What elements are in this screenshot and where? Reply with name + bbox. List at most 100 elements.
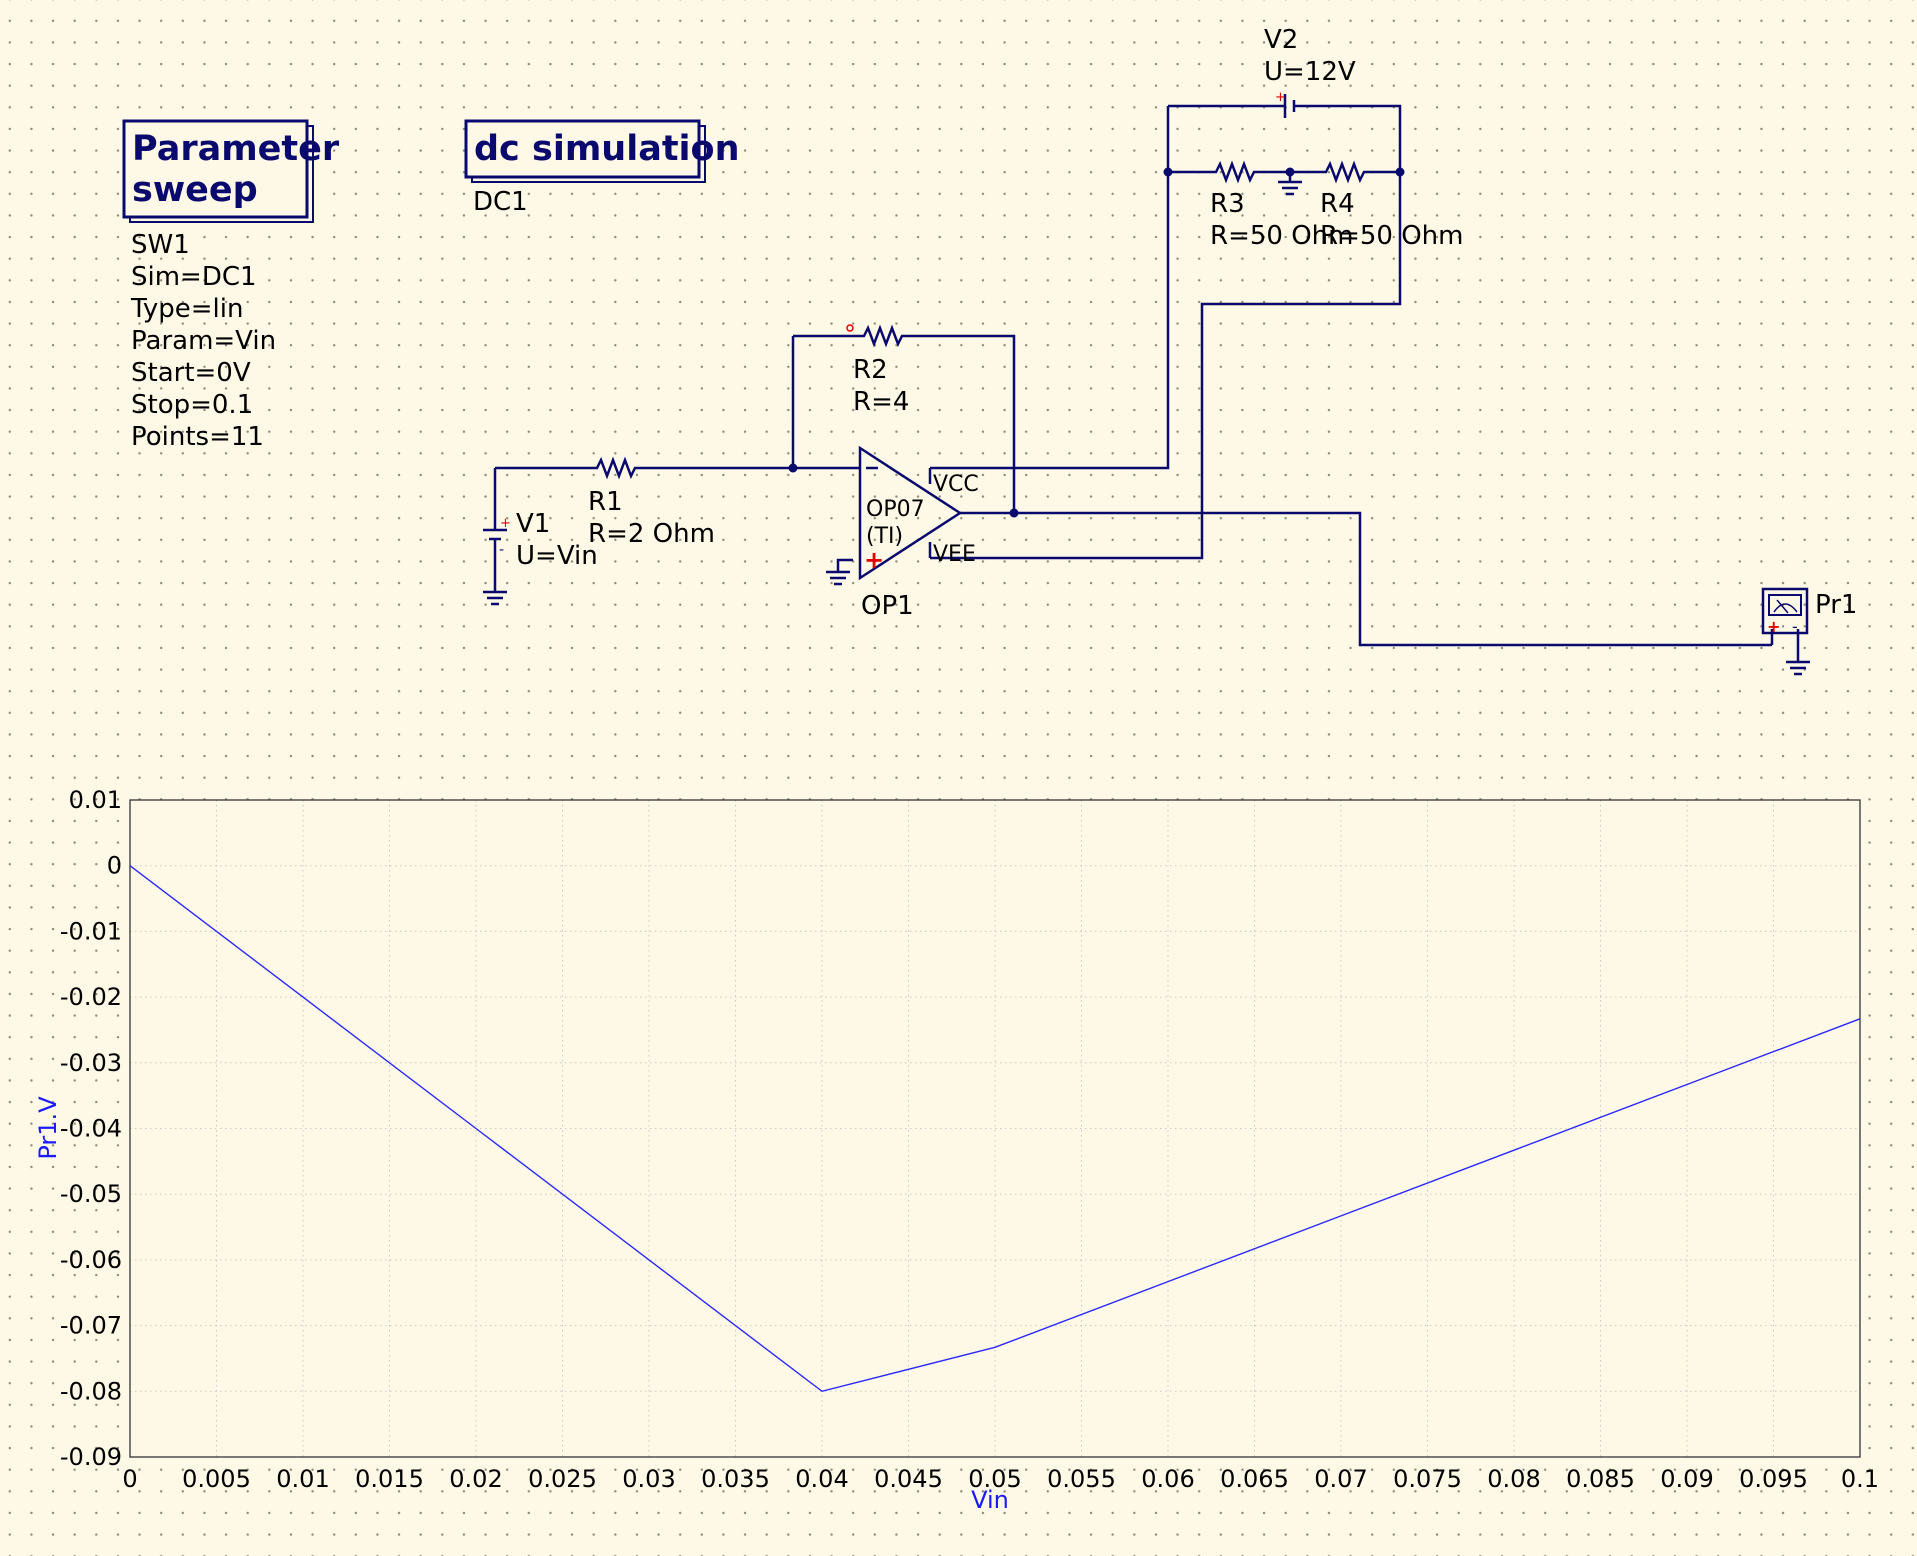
voltage-source-v1[interactable]: + - V1 U=Vin: [483, 502, 598, 582]
voltage-probe-pr1[interactable]: + - Pr1: [1761, 587, 1857, 636]
junction-dot: [788, 463, 798, 473]
dc-sweep-chart[interactable]: 0.01 0 -0.01 -0.02 -0.03 -0.04 -0.05 -0.06 -0.07…: [34, 786, 1879, 1514]
plus-icon: +: [1767, 617, 1780, 636]
x-tick-label: 0.05: [968, 1465, 1021, 1493]
y-axis-ticks: 0.01 0 -0.01 -0.02 -0.03 -0.04 -0.05 -0.06 -0.07…: [60, 786, 122, 1471]
resistor-r4[interactable]: R4 R=50 Ohm: [1312, 160, 1463, 251]
probe-name: Pr1: [1815, 590, 1857, 620]
y-tick-label: -0.03: [60, 1049, 122, 1077]
wire: [960, 511, 1772, 647]
minus-icon: -: [1792, 617, 1798, 636]
opamp-name: OP1: [861, 591, 914, 621]
v2-name: V2: [1264, 25, 1298, 55]
x-tick-label: 0.055: [1047, 1465, 1116, 1493]
x-axis-ticks: 0 0.005 0.01 0.015 0.02 0.025 0.03 0.035 0.04 0.0…: [122, 1465, 1879, 1493]
r1-value: R=2 Ohm: [588, 519, 715, 549]
x-tick-label: 0.085: [1566, 1465, 1635, 1493]
opamp-pin-vee: VEE: [933, 542, 976, 567]
junction-dot: [1395, 167, 1405, 177]
r4-name: R4: [1320, 189, 1355, 219]
r3-value: R=50 Ohm: [1210, 221, 1353, 251]
wire: [913, 334, 1016, 513]
sweep-prop: Param=Vin: [131, 326, 276, 356]
sweep-prop: Type=lin: [130, 294, 243, 324]
dc-simulation-component[interactable]: dc simulation DC1: [464, 119, 740, 217]
r4-zigzag: [1312, 160, 1366, 184]
x-tick-label: 0.08: [1487, 1465, 1540, 1493]
ground-symbol: [483, 582, 507, 606]
meter-arc: [1773, 603, 1798, 613]
sweep-box: [122, 119, 309, 219]
x-tick-label: 0.065: [1220, 1465, 1289, 1493]
ground-symbol: [826, 570, 850, 586]
ground-icon: [1278, 172, 1302, 196]
x-tick-label: 0.025: [528, 1465, 597, 1493]
r2-value: R=4: [853, 387, 909, 417]
opamp-pin-vcc: VCC: [933, 472, 979, 497]
r2-zigzag: [850, 324, 913, 348]
ground-symbol: [1278, 172, 1302, 196]
sweep-title-2: sweep: [132, 170, 258, 210]
plus-icon: +: [864, 546, 884, 574]
x-tick-label: 0.09: [1660, 1465, 1713, 1493]
probe-box: [1761, 587, 1809, 635]
y-tick-label: -0.08: [60, 1377, 122, 1405]
y-tick-label: -0.07: [60, 1312, 122, 1340]
wire: [1014, 172, 1170, 470]
junction-dot: [1009, 508, 1019, 518]
r3-zigzag: [1202, 160, 1256, 184]
x-tick-label: 0.07: [1314, 1465, 1367, 1493]
opamp-op1[interactable]: + VCC VEE OP07 (TI) OP1: [858, 445, 979, 621]
y-tick-label: -0.05: [60, 1180, 122, 1208]
y-tick-label: -0.02: [60, 983, 122, 1011]
y-tick-label: -0.01: [60, 917, 122, 945]
ground-icon: [483, 582, 507, 606]
x-tick-label: 0.005: [182, 1465, 251, 1493]
v2-value: U=12V: [1264, 57, 1356, 87]
meter-needle: [1776, 599, 1789, 614]
parameter-sweep-component[interactable]: Parameter sweep SW1 Sim=DC1 Type=lin Par…: [122, 119, 340, 452]
sweep-prop: Stop=0.1: [131, 390, 253, 420]
x-tick-label: 0.045: [874, 1465, 943, 1493]
chart-series: [129, 865, 1861, 1393]
plus-icon: +: [500, 516, 511, 531]
ground-symbol: [1786, 660, 1810, 676]
dcsim-box: [464, 119, 701, 179]
x-tick-label: 0.1: [1841, 1465, 1879, 1493]
y-axis-label: Pr1.V: [34, 1096, 62, 1160]
y-tick-label: -0.09: [60, 1443, 122, 1471]
minus-icon: -: [499, 542, 504, 558]
v1-value: U=Vin: [516, 541, 598, 571]
dcsim-title: dc simulation: [474, 129, 740, 169]
wires: [493, 104, 1800, 660]
ground-icon: [1786, 660, 1810, 676]
resistor-r1[interactable]: R1 R=2 Ohm: [582, 456, 715, 549]
x-tick-label: 0.04: [795, 1465, 848, 1493]
wire: [836, 558, 853, 570]
resistor-r3[interactable]: R3 R=50 Ohm: [1202, 160, 1353, 251]
opamp-model: OP07: [866, 497, 925, 522]
ground-icon: [826, 570, 850, 586]
y-tick-label: 0.01: [69, 786, 122, 814]
sweep-title-1: Parameter: [132, 129, 340, 169]
resistor-r2[interactable]: R2 R=4: [846, 324, 913, 417]
sweep-name: SW1: [131, 230, 190, 260]
meter-icon: [1768, 594, 1802, 616]
voltage-source-v2[interactable]: + V2 U=12V: [1255, 25, 1356, 118]
x-tick-label: 0.075: [1393, 1465, 1462, 1493]
chart-grid: [130, 800, 1860, 1457]
x-tick-label: 0: [122, 1465, 137, 1493]
x-tick-label: 0.035: [701, 1465, 770, 1493]
wire: [930, 172, 1402, 560]
pin-marker-icon: [846, 324, 854, 332]
x-tick-label: 0.06: [1141, 1465, 1194, 1493]
r2-name: R2: [853, 355, 888, 385]
sweep-prop: Points=11: [131, 422, 264, 452]
x-tick-label: 0.095: [1739, 1465, 1808, 1493]
opamp-triangle: [858, 445, 963, 581]
wire: [1325, 104, 1402, 172]
sweep-prop: Start=0V: [131, 358, 251, 388]
series-line: [129, 865, 1861, 1393]
dcsim-name: DC1: [473, 187, 528, 217]
